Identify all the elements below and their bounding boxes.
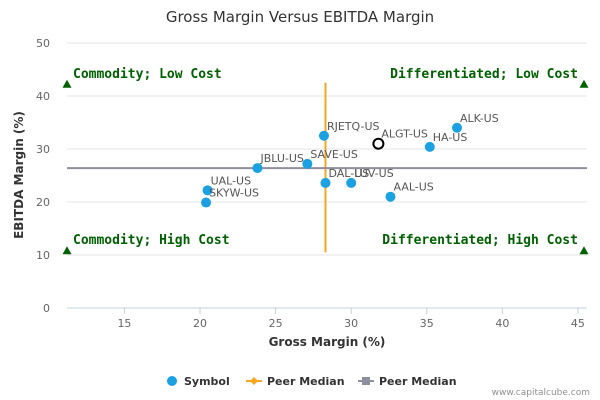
x-tick-label: 40 <box>495 317 509 330</box>
x-tick-label: 20 <box>193 317 207 330</box>
x-tick-label: 30 <box>344 317 358 330</box>
quadrant-marker-icon <box>62 79 72 88</box>
data-point-label: SAVE-US <box>310 148 358 161</box>
peer-median-lines <box>67 82 587 253</box>
y-tick-label: 40 <box>36 90 50 103</box>
legend: Symbol Peer Median Peer Median <box>167 375 457 388</box>
axes: 0 10 20 30 40 50 15 20 25 30 35 40 45 <box>36 37 587 330</box>
y-axis-title: EBITDA Margin (%) <box>12 111 26 239</box>
x-tick-label: 35 <box>420 317 434 330</box>
y-tick-label: 0 <box>43 302 50 315</box>
data-point <box>385 191 396 202</box>
highlight-point <box>372 137 385 150</box>
credit-text: www.capitalcube.com <box>492 388 590 398</box>
y-tick-label: 50 <box>36 37 50 50</box>
legend-label: Symbol <box>184 375 230 388</box>
data-point <box>202 185 213 196</box>
quadrant-label: Commodity; High Cost <box>73 233 230 248</box>
x-tick-label: 15 <box>117 317 131 330</box>
x-tick-label: 25 <box>269 317 283 330</box>
data-point-label: DAL-US <box>328 167 369 180</box>
quadrant-labels: Commodity; Low Cost Differentiated; Low C… <box>62 67 589 255</box>
legend-label: Peer Median <box>267 375 345 388</box>
quadrant-marker-icon <box>579 246 589 255</box>
quadrant-label: Commodity; Low Cost <box>73 67 222 82</box>
data-point-label: HA-US <box>433 131 468 144</box>
data-point <box>302 158 313 169</box>
y-tick-label: 30 <box>36 143 50 156</box>
data-point-label: AAL-US <box>393 181 433 194</box>
legend-item[interactable]: Peer Median <box>358 375 457 388</box>
data-point <box>346 177 357 188</box>
data-point-label: RJETQ-US <box>327 120 380 133</box>
data-point <box>201 197 212 208</box>
data-point-label: ALK-US <box>460 112 499 125</box>
legend-square-icon <box>362 377 370 385</box>
y-tick-label: 10 <box>36 249 50 262</box>
data-point-label: JBLU-US <box>259 152 303 165</box>
y-tick-label: 20 <box>36 196 50 209</box>
data-points: ALK-US HA-US RJETQ-US SAVE-US JBLU-US DAL-USL… <box>201 112 499 208</box>
data-point <box>320 177 331 188</box>
x-tick-label: 45 <box>571 317 585 330</box>
quadrant-label: Differentiated; Low Cost <box>390 67 578 82</box>
data-point-label: UAL-US <box>211 174 252 187</box>
highlight-point-label: ALGT-US <box>381 128 428 141</box>
data-point <box>318 130 329 141</box>
grid <box>67 42 587 256</box>
data-point <box>452 122 462 133</box>
legend-label: Peer Median <box>379 375 457 388</box>
quadrant-marker-icon <box>62 246 72 255</box>
data-point <box>252 163 263 174</box>
x-axis-title: Gross Margin (%) <box>269 335 386 349</box>
data-point <box>424 141 435 152</box>
quadrant-label: Differentiated; High Cost <box>382 233 578 248</box>
legend-dot-icon <box>167 376 177 386</box>
data-point-label: SKYW-US <box>209 187 259 200</box>
legend-item[interactable]: Peer Median <box>246 375 345 388</box>
legend-diamond-icon <box>250 377 258 385</box>
chart-title: Gross Margin Versus EBITDA Margin <box>166 8 434 26</box>
legend-item[interactable]: Symbol <box>167 375 230 388</box>
data-point-label: LUV-US <box>354 167 394 180</box>
quadrant-marker-icon <box>579 79 589 88</box>
